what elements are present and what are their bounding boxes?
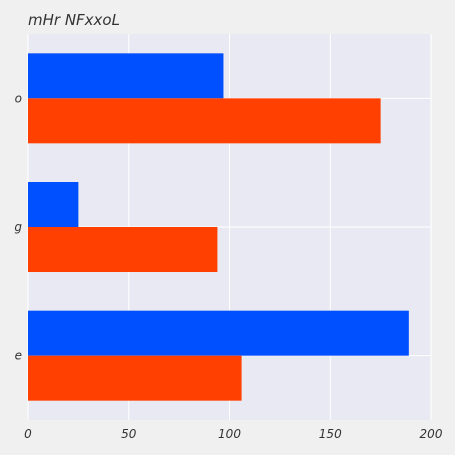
y-tick-label: e (15, 349, 22, 363)
y-tick-labels: o g e (14, 91, 22, 362)
bar-e-series-2 (28, 355, 242, 401)
x-tick-label: 150 (319, 427, 342, 441)
bar-o-series-1 (28, 53, 224, 99)
bars (28, 53, 409, 401)
bar-g-series-2 (28, 227, 218, 272)
x-tick-label: 0 (24, 427, 32, 441)
bar-g-series-1 (28, 182, 79, 227)
x-tick-label: 50 (121, 427, 137, 441)
y-tick-label: o (15, 91, 22, 105)
y-tick-label: g (14, 220, 22, 234)
x-tick-label: 200 (420, 427, 443, 441)
chart-title: mHr NFxxoL (28, 11, 120, 29)
bar-o-series-2 (28, 98, 381, 144)
x-tick-labels: 0 50 100 150 200 (24, 427, 443, 441)
x-tick-label: 100 (218, 427, 241, 441)
bar-e-series-1 (28, 310, 409, 356)
